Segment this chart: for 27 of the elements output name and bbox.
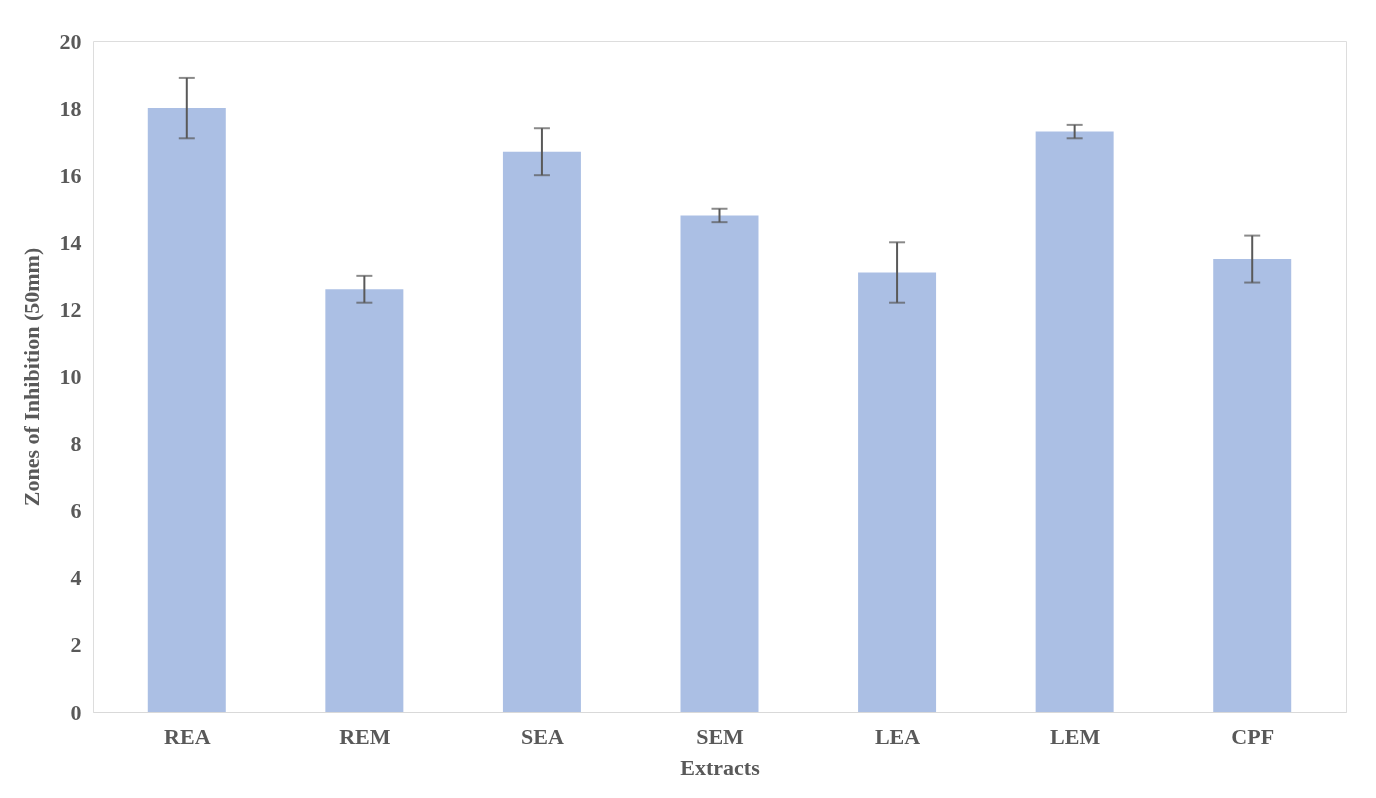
y-tick-label: 2 xyxy=(70,632,82,658)
x-tick-label: SEM xyxy=(696,723,745,749)
x-tick-label: SEA xyxy=(521,723,564,749)
bar xyxy=(858,272,937,712)
bar xyxy=(680,215,759,712)
y-tick-label: 20 xyxy=(59,28,82,54)
y-tick-label: 16 xyxy=(59,162,82,188)
y-tick-label: 8 xyxy=(70,431,82,457)
y-tick-label: 18 xyxy=(59,95,82,121)
x-tick-label: REM xyxy=(339,723,391,749)
y-tick-label: 14 xyxy=(59,229,82,255)
bar xyxy=(1213,259,1292,712)
bar xyxy=(1035,131,1114,712)
y-axis-title: Zones of Inhibition (50mm) xyxy=(18,247,44,507)
bar xyxy=(325,289,404,712)
x-tick-label: REA xyxy=(164,723,211,749)
y-tick-label: 0 xyxy=(70,699,82,725)
y-tick-label: 12 xyxy=(59,296,82,322)
x-tick-label: LEM xyxy=(1050,723,1101,749)
x-tick-label: LEA xyxy=(874,723,921,749)
y-tick-label: 6 xyxy=(70,498,82,524)
bar xyxy=(147,108,226,712)
y-tick-label: 10 xyxy=(59,364,82,389)
x-axis-title: Extracts xyxy=(680,754,761,780)
x-tick-label: CPF xyxy=(1231,723,1275,749)
bar xyxy=(502,151,581,712)
y-tick-label: 4 xyxy=(70,565,82,591)
